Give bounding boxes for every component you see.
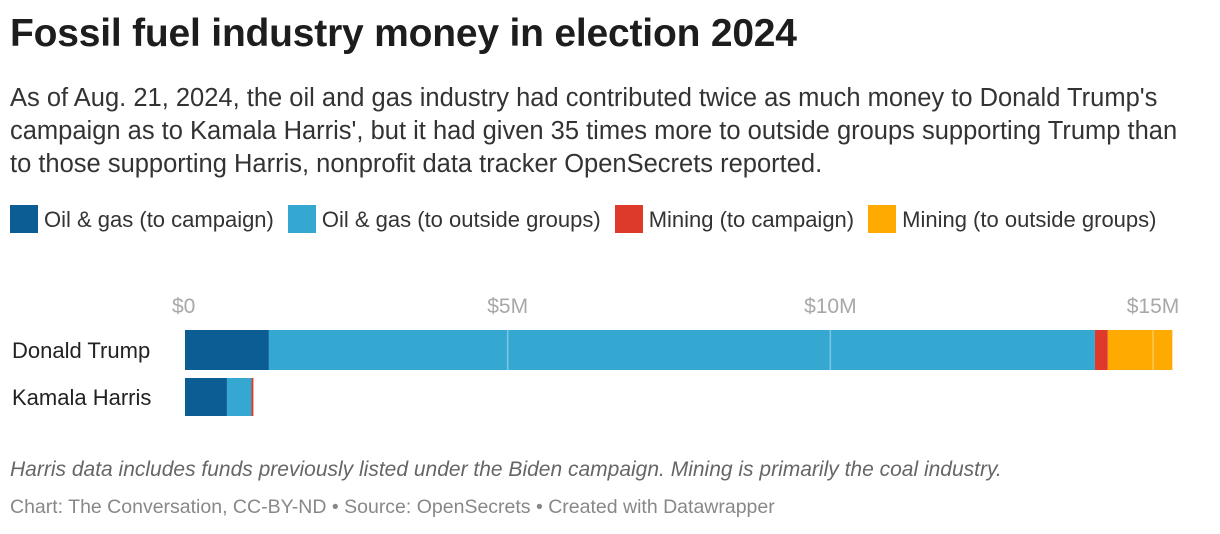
legend-item: Mining (to outside groups) (868, 205, 1157, 233)
legend-label: Oil & gas (to campaign) (44, 207, 274, 232)
x-tick-label: $5M (487, 295, 528, 318)
x-tick-label: $15M (1127, 295, 1180, 318)
category-label: Donald Trump (12, 338, 150, 363)
legend-label: Mining (to campaign) (648, 207, 855, 232)
chart-subtitle: As of Aug. 21, 2024, the oil and gas ind… (10, 84, 1178, 178)
legend-swatch (868, 205, 897, 233)
x-tick-label: $0 (172, 295, 195, 318)
legend-label: Mining (to outside groups) (902, 207, 1157, 232)
bar-segment (1094, 330, 1108, 370)
legend-item: Oil & gas (to outside groups) (287, 205, 601, 233)
legend: Oil & gas (to campaign) Oil & gas (to out… (10, 201, 1205, 238)
chart-footer: Chart: The Conversation, CC-BY-ND • Sour… (10, 496, 775, 518)
category-label: Kamala Harris (12, 385, 151, 410)
bar-chart: $0 $5M $10M $15M Donald Trump Kamala Harris (12, 295, 1180, 416)
bar-segment (185, 330, 269, 370)
chart-note: Harris data includes funds previously li… (10, 458, 1002, 481)
bar-segment (185, 378, 227, 416)
legend-swatch (287, 205, 316, 233)
x-tick-label: $10M (804, 295, 857, 318)
bar-segment (226, 378, 252, 416)
legend-item: Mining (to campaign) (614, 205, 855, 233)
bar-segment (251, 378, 254, 416)
legend-swatch (614, 205, 643, 233)
legend-item: Oil & gas (to campaign) (10, 205, 274, 233)
bar-segment (268, 330, 1095, 370)
chart-title: Fossil fuel industry money in election 2… (10, 12, 797, 55)
legend-swatch (10, 205, 38, 233)
bar-segment (1107, 330, 1173, 370)
legend-label: Oil & gas (to outside groups) (321, 207, 601, 232)
